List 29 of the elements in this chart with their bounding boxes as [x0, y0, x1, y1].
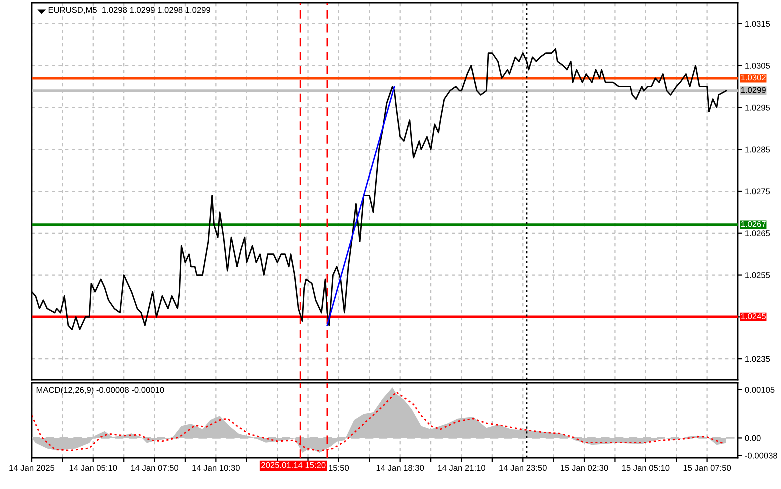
x-tick-label: 14 Jan 10:30 — [192, 465, 240, 472]
y-tick-label: 1.0305 — [746, 63, 770, 69]
y-tick-label: 0.00105 — [745, 387, 775, 394]
x-tick-label: 14 Jan 23:50 — [500, 465, 547, 472]
y-tick-label: 1.0285 — [746, 146, 770, 153]
y-tick-label: 0.00 — [745, 435, 761, 442]
y-tick-label: 1.0235 — [746, 356, 770, 362]
y-tick-label: 1.0315 — [746, 21, 770, 28]
ref-line-label: 1.0267 — [741, 221, 766, 228]
chart-title: MACD(12,26,9) -0.00008 -0.00010 — [36, 387, 164, 395]
y-tick-label: 1.0295 — [746, 104, 770, 111]
x-tick-label: 14 Jan 18:30 — [376, 465, 424, 472]
x-tick-label: 14 Jan 21:10 — [438, 465, 486, 472]
ref-line-label: 1.0245 — [741, 314, 766, 320]
x-tick-label: 15 Jan 07:50 — [684, 465, 732, 472]
x-tick-label: 15:50 — [329, 465, 350, 472]
x-tick-label: 15 Jan 02:30 — [561, 465, 608, 472]
x-tick-label: 15 Jan 05:10 — [622, 465, 670, 472]
y-tick-label: -0.00038 — [745, 452, 778, 459]
x-tick-label: 14 Jan 2025 — [10, 465, 55, 472]
y-tick-label: 1.0275 — [746, 188, 770, 195]
y-tick-label: 1.0255 — [746, 272, 770, 278]
chart-title: EURUSD,M5 1.0298 1.0299 1.0298 1.0299 — [48, 7, 210, 14]
x-tick-label: 14 Jan 05:10 — [70, 465, 118, 472]
ref-line-label: 1.0302 — [741, 74, 766, 81]
x-tick-label: 14 Jan 07:50 — [131, 465, 179, 472]
ref-line-label: 2025.01.14 15:20 — [262, 462, 326, 468]
ref-line-label: 1.0299 — [741, 87, 766, 94]
y-tick-label: 1.0265 — [746, 230, 770, 236]
